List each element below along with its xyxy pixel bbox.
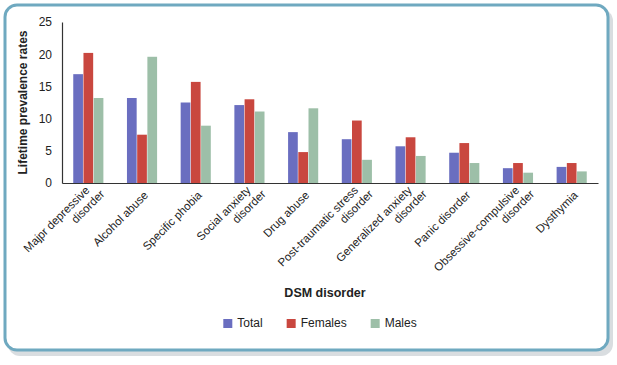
tick-label: Generalized anxietydisorder xyxy=(334,178,429,273)
bar xyxy=(83,53,93,183)
legend-label: Females xyxy=(301,316,347,330)
chart: 0 5 10 15 20 25 Majpr depressivedisorderAlcoho… xyxy=(0,0,617,365)
bar xyxy=(362,160,372,183)
bar xyxy=(449,153,459,183)
bar xyxy=(577,171,587,183)
bars xyxy=(73,53,586,183)
legend-item: Females xyxy=(287,316,347,330)
bar xyxy=(298,152,308,183)
y-axis-title: Lifetime prevalence rates xyxy=(16,30,30,174)
tick-label: 15 xyxy=(39,80,53,94)
tick-label: 10 xyxy=(39,112,53,126)
tick-label-line: disorder xyxy=(498,187,536,225)
tick: 25 xyxy=(39,15,62,29)
bar xyxy=(94,98,104,183)
y-axis: 0 5 10 15 20 25 xyxy=(39,15,63,190)
tick: Generalized anxietydisorder xyxy=(334,178,429,273)
tick-label-line: Dysthymia xyxy=(533,188,580,235)
tick-label: Alcohol abuse xyxy=(91,189,151,249)
bar xyxy=(416,156,426,183)
tick-label: Obsessive-compulsivedisorder xyxy=(432,178,537,283)
bar xyxy=(459,143,469,183)
bar xyxy=(201,126,211,183)
tick-label: 0 xyxy=(45,176,52,190)
legend-item: Total xyxy=(223,316,262,330)
bar xyxy=(255,112,265,183)
legend-swatch xyxy=(223,319,232,328)
tick: 0 xyxy=(45,176,62,190)
tick-label-line: disorder xyxy=(69,187,107,225)
tick: 20 xyxy=(39,48,62,62)
bar xyxy=(352,121,362,183)
tick: 15 xyxy=(39,80,62,94)
axis-line xyxy=(62,23,63,184)
plot: 0 5 10 15 20 25 Majpr depressivedisorderAlcoho… xyxy=(21,15,598,283)
series-bars xyxy=(83,53,576,183)
legend-item: Males xyxy=(371,316,417,330)
series-bars xyxy=(94,57,587,183)
bar xyxy=(147,57,157,183)
tick: 10 xyxy=(39,112,62,126)
bar xyxy=(234,105,244,183)
tick: 5 xyxy=(45,144,62,158)
tick-label-line: disorder xyxy=(391,187,429,225)
tick: Alcohol abuse xyxy=(91,183,151,248)
tick-label-line: Specific phobia xyxy=(140,188,204,252)
bar xyxy=(245,99,255,183)
bar xyxy=(342,139,352,183)
tick: Obsessive-compulsivedisorder xyxy=(432,178,537,283)
bar xyxy=(557,167,567,183)
axis-line xyxy=(63,183,599,184)
bar xyxy=(470,163,480,183)
bar xyxy=(181,103,191,184)
tick-label-line: Generalized anxiety xyxy=(334,184,415,265)
tick: Dysthymia xyxy=(533,183,580,235)
tick-label: Specific phobia xyxy=(140,188,204,252)
bar xyxy=(503,168,513,183)
legend-label: Males xyxy=(385,316,417,330)
tick-label-line: Obsessive-compulsive xyxy=(432,184,522,274)
bar xyxy=(395,146,405,183)
tick-label: 5 xyxy=(45,144,52,158)
tick-label: 20 xyxy=(39,48,53,62)
bar xyxy=(288,132,298,183)
x-axis: Majpr depressivedisorderAlcohol abuseSpe… xyxy=(21,178,598,283)
tick: Specific phobia xyxy=(140,183,204,252)
tick-label: Dysthymia xyxy=(533,188,580,235)
tick-label: Social anxietydisorder xyxy=(194,178,268,252)
bar xyxy=(523,173,533,183)
legend-swatch xyxy=(287,319,296,328)
bar xyxy=(137,135,147,183)
frame xyxy=(5,5,608,350)
legend-label: Total xyxy=(237,316,262,330)
bar xyxy=(406,137,416,183)
series-bars xyxy=(73,74,566,183)
bar xyxy=(73,74,83,183)
bar xyxy=(127,98,137,183)
tick: Majpr depressivedisorder xyxy=(21,178,107,264)
bar xyxy=(513,163,523,183)
tick-label: Majpr depressivedisorder xyxy=(21,178,107,264)
tick-label-line: Alcohol abuse xyxy=(91,189,151,249)
x-axis-title: DSM disorder xyxy=(284,286,365,300)
tick-label: 25 xyxy=(39,15,53,29)
tick-label-line: disorder xyxy=(230,187,268,225)
tick: Social anxietydisorder xyxy=(194,178,268,252)
bar xyxy=(309,108,319,183)
legend: Total Females Males xyxy=(223,316,416,330)
legend-swatch xyxy=(371,319,380,328)
bar xyxy=(567,163,577,183)
bar xyxy=(191,82,201,183)
